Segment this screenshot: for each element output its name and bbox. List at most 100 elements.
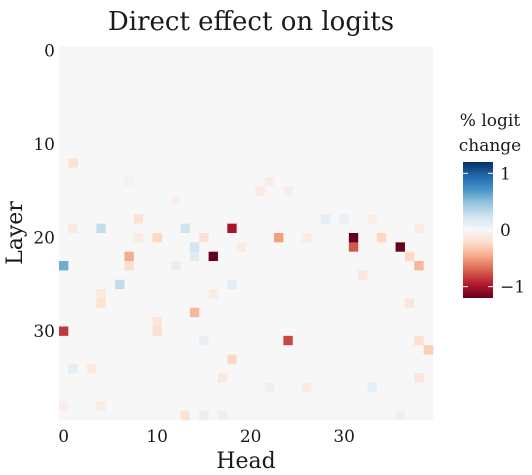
- heatmap-cell: [367, 317, 378, 327]
- heatmap-cell: [68, 223, 78, 234]
- heatmap-cell: [133, 317, 144, 327]
- heatmap-cell: [348, 382, 359, 393]
- heatmap-cell: [320, 64, 331, 75]
- heatmap-cell: [68, 391, 78, 402]
- heatmap-cell: [77, 130, 88, 140]
- heatmap-cell: [339, 55, 350, 65]
- heatmap-cell: [367, 195, 378, 206]
- heatmap-cell: [386, 64, 396, 75]
- heatmap-cell: [96, 64, 107, 75]
- heatmap-cell: [87, 251, 97, 262]
- heatmap-cell: [87, 46, 97, 56]
- heatmap-cell: [133, 251, 144, 262]
- heatmap-cell: [246, 251, 256, 262]
- heatmap-cell: [264, 317, 275, 327]
- heatmap-cell: [283, 102, 294, 112]
- heatmap-cell: [208, 204, 219, 215]
- heatmap-cell: [236, 410, 247, 421]
- heatmap-cell: [199, 242, 209, 252]
- heatmap-cell: [161, 102, 172, 112]
- heatmap-cell: [105, 223, 116, 234]
- heatmap-cell: [59, 279, 69, 290]
- heatmap-cell: [395, 139, 406, 150]
- heatmap-cell: [292, 410, 303, 421]
- heatmap-cell: [274, 335, 284, 346]
- heatmap-cell: [236, 251, 247, 262]
- heatmap-cell: [423, 373, 434, 383]
- heatmap-cell: [330, 186, 340, 196]
- heatmap-cell: [189, 83, 200, 94]
- heatmap-cell: [246, 382, 256, 393]
- heatmap-cell: [180, 251, 191, 262]
- heatmap-cell: [386, 233, 396, 243]
- heatmap-cell: [133, 335, 144, 346]
- heatmap-cell: [199, 251, 209, 262]
- heatmap-cell: [376, 242, 387, 252]
- heatmap-cell: [208, 298, 219, 309]
- heatmap-cell: [199, 83, 209, 94]
- heatmap-cell: [68, 298, 78, 309]
- heatmap-cell: [143, 55, 153, 65]
- heatmap-cell: [330, 167, 340, 178]
- heatmap-cell: [180, 139, 191, 150]
- heatmap-cell: [292, 46, 303, 56]
- heatmap-cell: [311, 64, 322, 75]
- heatmap-cell: [358, 354, 368, 365]
- heatmap-cell: [367, 186, 378, 196]
- heatmap-cell: [68, 167, 78, 178]
- heatmap-cell: [255, 251, 265, 262]
- heatmap-cell: [283, 251, 294, 262]
- heatmap-cell: [199, 102, 209, 112]
- heatmap-cell: [395, 261, 406, 271]
- heatmap-cell: [133, 130, 144, 140]
- heatmap-cell: [199, 167, 209, 178]
- heatmap-cell: [376, 167, 387, 178]
- heatmap-cell: [367, 382, 378, 393]
- heatmap-cell: [124, 111, 135, 122]
- heatmap-cell: [330, 148, 340, 159]
- heatmap-cell: [68, 307, 78, 318]
- heatmap-cell: [189, 186, 200, 196]
- y-tick-label: 0: [44, 42, 55, 62]
- heatmap-cell: [311, 176, 322, 187]
- heatmap-cell: [96, 186, 107, 196]
- heatmap-cell: [330, 204, 340, 215]
- heatmap-cell: [283, 233, 294, 243]
- heatmap-cell: [59, 111, 69, 122]
- heatmap-cell: [414, 326, 424, 337]
- heatmap-cell: [161, 64, 172, 75]
- heatmap-cell: [87, 176, 97, 187]
- heatmap-cell: [133, 373, 144, 383]
- heatmap-cell: [59, 242, 69, 252]
- heatmap-cell: [189, 167, 200, 178]
- heatmap-cell: [274, 120, 284, 131]
- heatmap-cell: [143, 186, 153, 196]
- heatmap-cell: [227, 326, 237, 337]
- heatmap-cell: [339, 401, 350, 411]
- heatmap-cell: [180, 130, 191, 140]
- heatmap-cell: [395, 354, 406, 365]
- heatmap-cell: [180, 307, 191, 318]
- heatmap-cell: [376, 298, 387, 309]
- heatmap-cell: [171, 139, 181, 150]
- heatmap-cell: [124, 242, 135, 252]
- heatmap-cell: [386, 261, 396, 271]
- heatmap-cell: [152, 130, 163, 140]
- heatmap-cell: [283, 391, 294, 402]
- heatmap-cell: [189, 214, 200, 224]
- heatmap-cell: [395, 83, 406, 94]
- heatmap-cell: [77, 307, 88, 318]
- heatmap-cell: [246, 176, 256, 187]
- heatmap-cell: [171, 363, 181, 374]
- heatmap-cell: [395, 176, 406, 187]
- heatmap-cell: [320, 242, 331, 252]
- heatmap-cell: [68, 326, 78, 337]
- heatmap-cell: [255, 83, 265, 94]
- heatmap-cell: [189, 410, 200, 421]
- heatmap-cell: [227, 289, 237, 299]
- heatmap-cell: [302, 130, 312, 140]
- heatmap-cell: [59, 55, 69, 65]
- heatmap-cell: [199, 270, 209, 281]
- heatmap-cell: [217, 167, 228, 178]
- heatmap-cell: [311, 335, 322, 346]
